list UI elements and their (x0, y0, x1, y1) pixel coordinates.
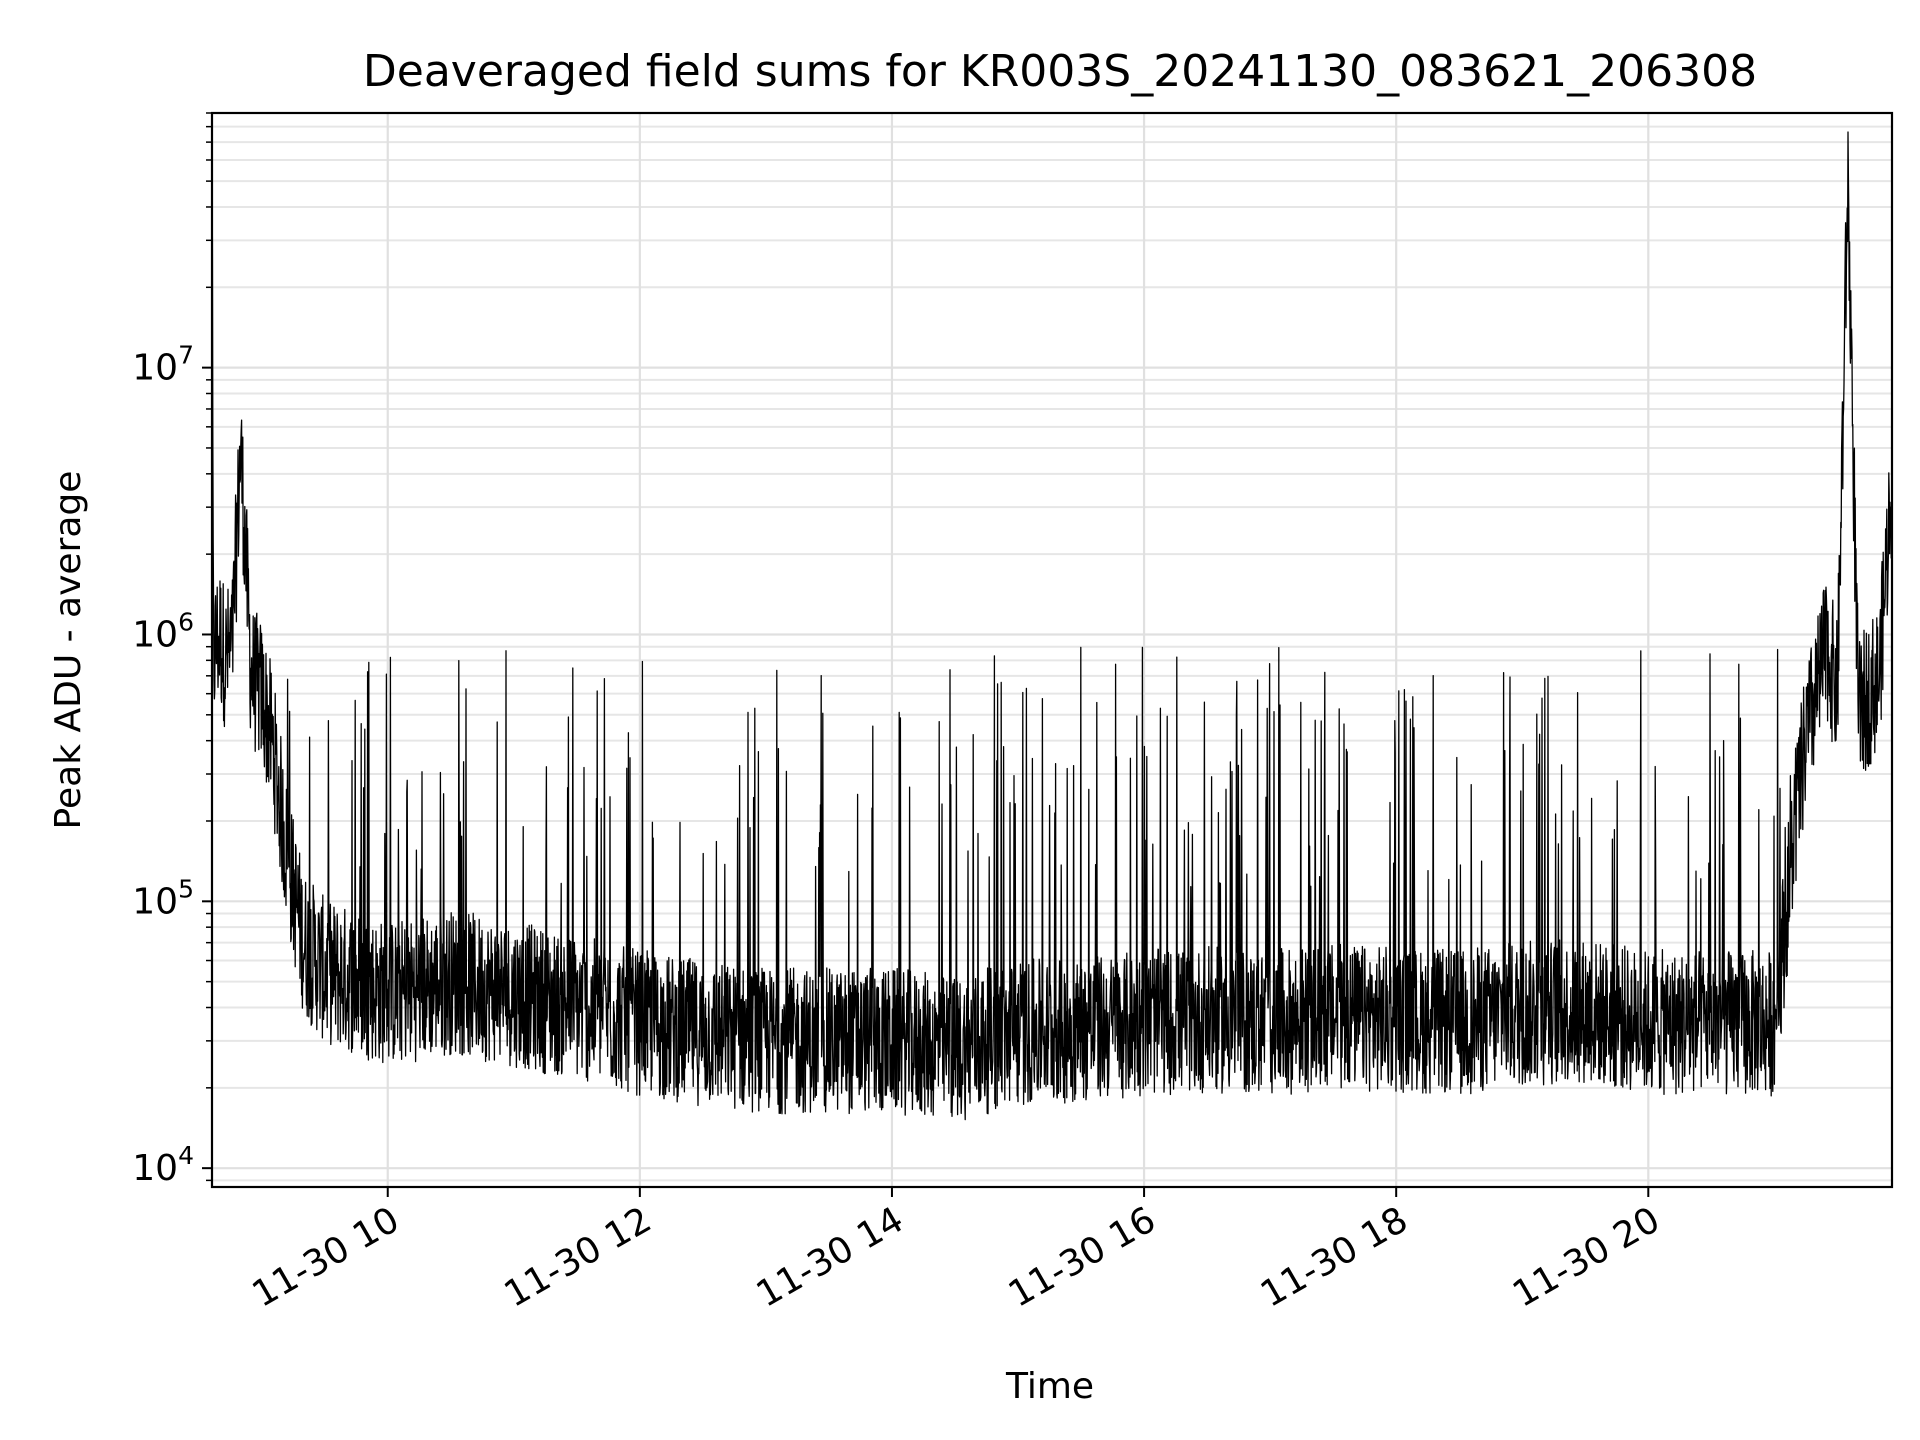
y-tick-label: 104 (132, 1141, 194, 1189)
y-axis-label: Peak ADU - average (48, 471, 89, 830)
y-tick-label: 105 (132, 874, 194, 922)
grid-minor (212, 112, 1892, 1182)
series-line (212, 131, 1892, 1121)
y-tick-label: 107 (132, 341, 194, 389)
plot-frame (210, 111, 1894, 1189)
y-tick-label: 106 (132, 607, 194, 655)
y-axis: 104 105 106 107 (132, 112, 212, 1189)
x-axis-label: Time (1005, 1366, 1094, 1407)
chart-title: Deaveraged field sums for KR003S_2024113… (363, 46, 1757, 97)
series-group (212, 131, 1892, 1121)
